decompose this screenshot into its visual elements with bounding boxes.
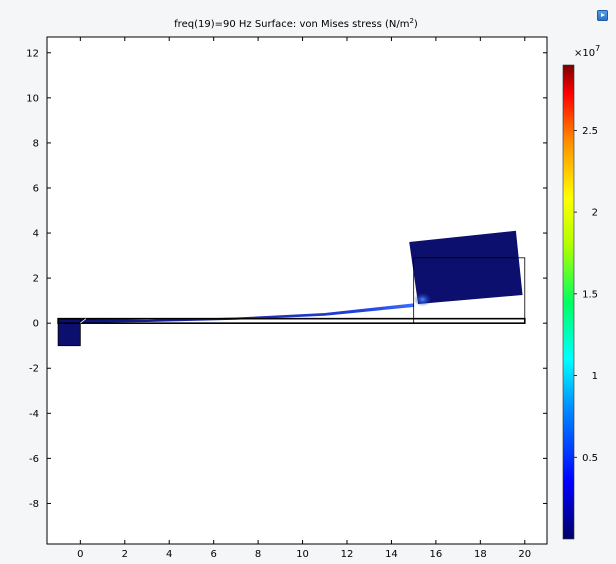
x-tick-label: 2 [122, 549, 128, 560]
y-tick-label: -2 [29, 364, 39, 375]
y-tick-label: -6 [29, 454, 39, 465]
colorbar-tick-label: 1.5 [582, 289, 598, 300]
colorbar-tick-label: 2 [592, 208, 598, 219]
y-tick-label: 6 [33, 183, 39, 194]
y-tick-label: 10 [26, 93, 39, 104]
colorbar-multiplier-base: ×10 [574, 48, 595, 59]
undeformed-block-outline [413, 257, 526, 324]
colorbar [562, 64, 575, 540]
x-tick-label: 20 [518, 549, 531, 560]
colorbar-tick-label: 2.5 [582, 126, 598, 137]
colorbar-tick-label: 0.5 [582, 453, 598, 464]
colorbar-tick-label: 1 [592, 371, 598, 382]
x-tick-label: 0 [77, 549, 83, 560]
colorbar-ticks: 0.5 1 1.5 2 2.5 [574, 126, 598, 464]
x-axis: 0 2 4 6 8 10 12 14 16 18 20 [77, 37, 531, 560]
x-tick-label: 16 [430, 549, 443, 560]
colorbar-multiplier-exponent: 7 [595, 44, 600, 53]
base-chamfer [80, 318, 87, 324]
y-tick-label: -4 [29, 409, 39, 420]
x-tick-label: 18 [474, 549, 487, 560]
x-tick-label: 8 [255, 549, 261, 560]
stress-hotspot [413, 292, 432, 307]
y-tick-label: 0 [33, 319, 39, 330]
x-tick-label: 4 [166, 549, 172, 560]
x-tick-label: 10 [296, 549, 309, 560]
chart-title: freq(19)=90 Hz Surface: von Mises stress… [174, 17, 418, 30]
chart-title-suffix: ) [414, 19, 418, 30]
x-tick-label: 14 [385, 549, 398, 560]
play-icon[interactable] [597, 10, 608, 21]
y-tick-label: 12 [26, 48, 39, 59]
y-tick-label: 8 [33, 138, 39, 149]
x-tick-label: 6 [210, 549, 216, 560]
y-tick-label: 4 [33, 229, 39, 240]
y-tick-label: 2 [33, 274, 39, 285]
y-tick-label: -8 [29, 499, 39, 510]
model-geometry [57, 230, 526, 347]
x-tick-label: 12 [341, 549, 354, 560]
chart-title-superscript: 2 [409, 17, 413, 25]
deformed-block [409, 230, 523, 305]
chart-title-prefix: freq(19)=90 Hz Surface: von Mises stress… [174, 19, 409, 30]
colorbar-multiplier: ×107 [574, 44, 600, 59]
y-axis: 12 10 8 6 4 2 0 -2 -4 -6 -8 [26, 48, 547, 510]
